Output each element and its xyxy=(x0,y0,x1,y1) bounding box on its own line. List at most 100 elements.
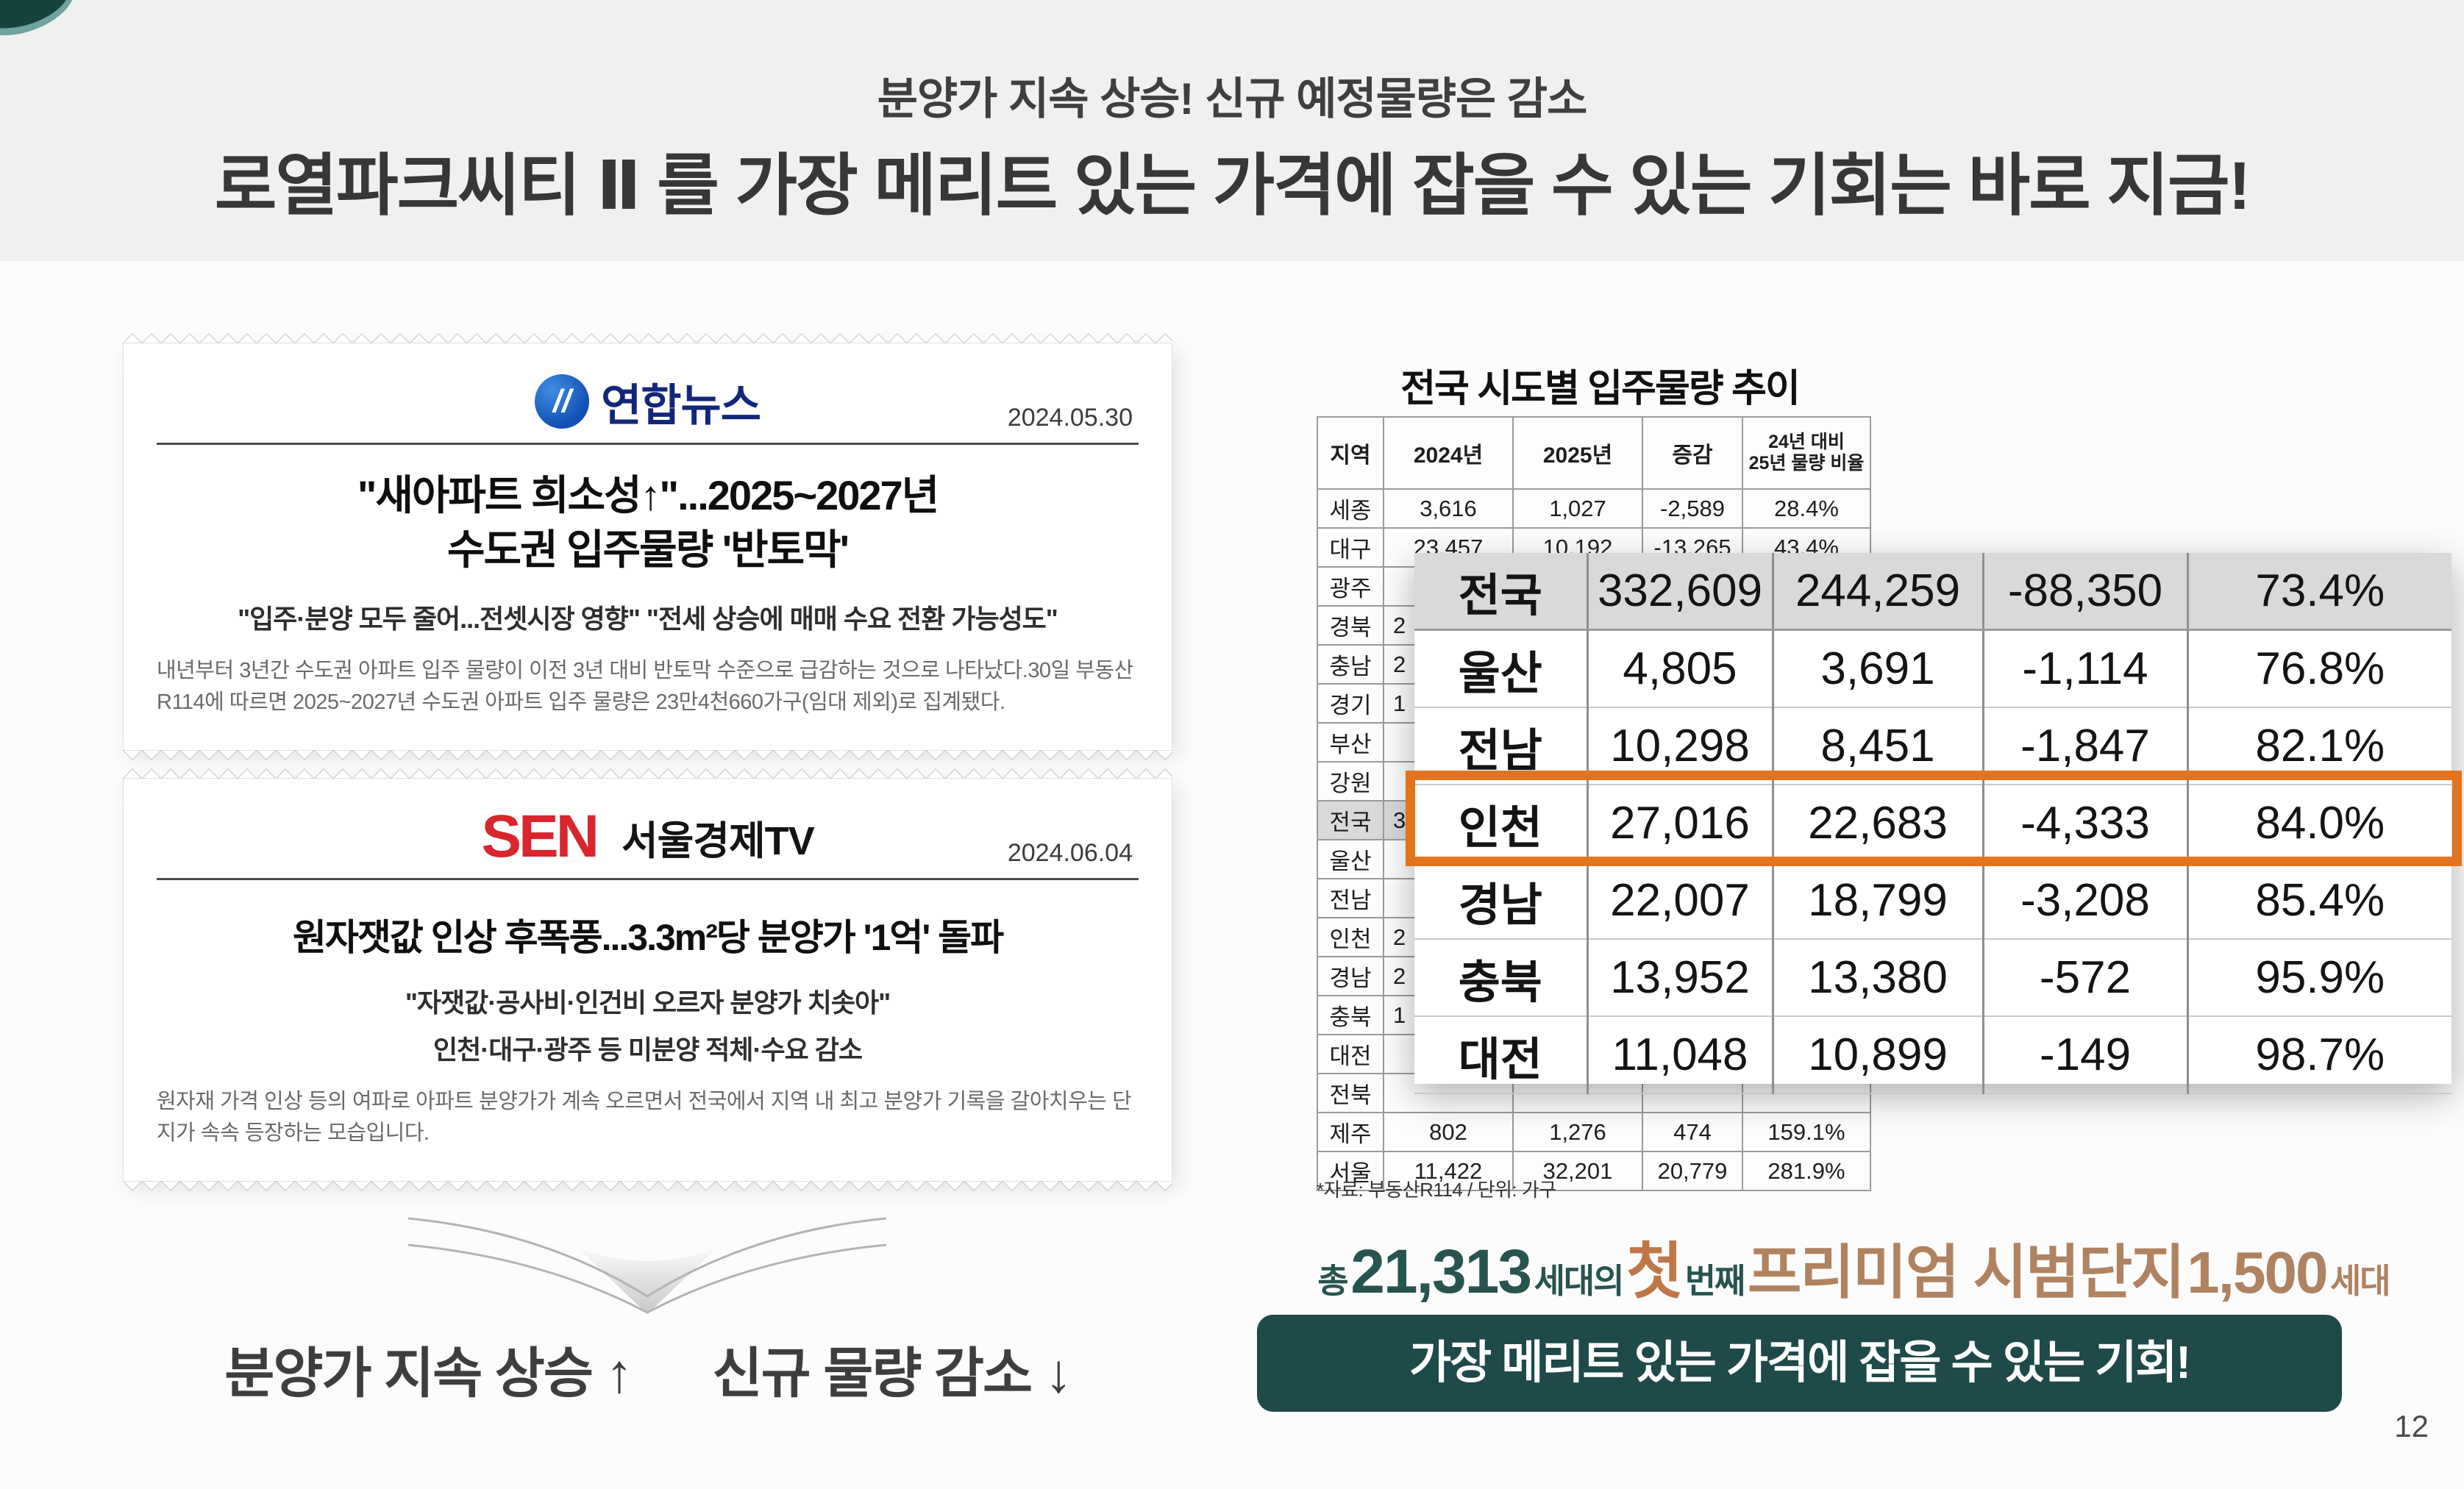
cell-ratio: 28.4% xyxy=(1742,488,1871,529)
article-masthead: SEN 서울경제TV 2024.06.04 xyxy=(157,803,1139,870)
header-subtitle: 분양가 지속 상승! 신규 예정물량은 감소 xyxy=(877,74,1588,124)
cell-change: -1,114 xyxy=(1983,629,2189,708)
cell-ratio: 95.9% xyxy=(2187,939,2451,1017)
cell-region: 경북 xyxy=(1317,605,1384,646)
chevron-down-icon xyxy=(407,1217,887,1314)
cell-region: 강원 xyxy=(1317,761,1384,801)
seg-total-unit: 세대의 xyxy=(1534,1262,1625,1300)
cell-region: 세종 xyxy=(1317,488,1384,529)
cell-region: 인천 xyxy=(1317,917,1384,957)
article-subheadline: "입주·분양 모두 줄어...전셋시장 영향" "전세 상승에 매매 수요 전환… xyxy=(238,603,1058,634)
cell-2024: 13,952 xyxy=(1587,939,1774,1017)
headline-line1: "새아파트 희소성↑"...2025~2027년 xyxy=(357,472,939,518)
magnified-table: 전국 332,609 244,259 -88,350 73.4% 울산 4,80… xyxy=(1414,553,2451,1094)
yonhap-globe-icon: // xyxy=(535,374,590,429)
cell-2024: 802 xyxy=(1383,1112,1514,1152)
torn-edge-top xyxy=(123,768,1172,779)
cell-2024: 22,007 xyxy=(1587,862,1774,940)
seg-total-label: 총 xyxy=(1317,1262,1348,1300)
cell-region: 대전 xyxy=(1317,1034,1384,1074)
cell-2025: 8,451 xyxy=(1773,707,1984,785)
cell-region: 전국 xyxy=(1414,553,1589,631)
magnified-row: 인천 27,016 22,683 -4,333 84.0% xyxy=(1414,785,2451,863)
masthead-divider xyxy=(157,443,1139,445)
cell-region: 충북 xyxy=(1414,939,1589,1017)
article-headline: "새아파트 희소성↑"...2025~2027년 수도권 입주물량 '반토막' xyxy=(157,468,1139,577)
cell-region: 전북 xyxy=(1317,1073,1384,1113)
article-subheadline-2: 인천·대구·광주 등 미분양 적체·수요 감소 xyxy=(433,1035,863,1065)
cell-change: -2,589 xyxy=(1642,488,1743,529)
cell-2025: 10,899 xyxy=(1773,1016,1984,1094)
cta-banner: 가장 메리트 있는 가격에 잡을 수 있는 기회! xyxy=(1257,1315,2342,1412)
bottom-left-statement: 분양가 지속 상승 ↑ 신규 물량 감소 ↓ xyxy=(123,1329,1172,1408)
magnified-table-overlay: 전국 332,609 244,259 -88,350 73.4% 울산 4,80… xyxy=(1406,553,2462,1094)
table-header-row: 지역 2024년 2025년 증감 24년 대비 25년 물량 비율 xyxy=(1317,416,1871,490)
cell-change: -149 xyxy=(1983,1016,2189,1094)
news-article-sen: SEN 서울경제TV 2024.06.04 원자잿값 인상 후폭풍...3.3m… xyxy=(123,768,1172,1191)
statement-supply-fall: 신규 물량 감소 ↓ xyxy=(712,1343,1072,1404)
cell-change: 20,779 xyxy=(1642,1151,1743,1191)
cell-region: 전국 xyxy=(1317,800,1384,840)
article-body: 원자재 가격 인상 등의 여파로 아파트 분양가가 계속 오르면서 전국에서 지… xyxy=(157,1090,1132,1145)
magnified-row: 경남 22,007 18,799 -3,208 85.4% xyxy=(1414,862,2451,940)
cell-2025: 22,683 xyxy=(1773,785,1984,863)
cell-region: 대구 xyxy=(1317,527,1384,568)
cell-region: 전남 xyxy=(1414,707,1589,785)
cell-2025: 1,027 xyxy=(1512,488,1643,529)
col-2024: 2024년 xyxy=(1383,416,1514,490)
cell-2024: 4,805 xyxy=(1587,629,1774,708)
article-masthead: // 연합뉴스 2024.05.30 xyxy=(157,369,1139,434)
table-row: 세종 3,616 1,027 -2,589 28.4% xyxy=(1317,488,1871,529)
household-summary: 총 21,313 세대의 첫 번째 프리미엄 시범단지 1,500 세대 xyxy=(1250,1222,2457,1311)
cell-2024: 11,048 xyxy=(1587,1016,1774,1094)
torn-edge-bottom xyxy=(123,1181,1172,1191)
cell-2024: 10,298 xyxy=(1587,707,1774,785)
magnified-row: 대전 11,048 10,899 -149 98.7% xyxy=(1414,1016,2451,1094)
headline-line2: 수도권 입주물량 '반토막' xyxy=(447,526,850,573)
col-region: 지역 xyxy=(1317,416,1384,490)
magnified-row: 전국 332,609 244,259 -88,350 73.4% xyxy=(1414,553,2451,631)
cell-ratio: 281.9% xyxy=(1742,1151,1871,1191)
cell-region: 충북 xyxy=(1317,995,1384,1035)
yonhap-logo-text: 연합뉴스 xyxy=(601,380,761,430)
cell-change: -572 xyxy=(1983,939,2189,1017)
cell-2025: 32,201 xyxy=(1512,1151,1643,1191)
torn-edge-top xyxy=(123,333,1172,343)
sen-logo-name: 서울경제TV xyxy=(621,818,815,863)
cell-region: 충남 xyxy=(1317,644,1384,685)
cell-region: 경남 xyxy=(1317,956,1384,996)
cta-label: 가장 메리트 있는 가격에 잡을 수 있는 기회! xyxy=(1409,1338,2191,1388)
cell-ratio: 82.1% xyxy=(2187,707,2451,785)
cell-change: -3,208 xyxy=(1983,862,2189,940)
statement-price-rise: 분양가 지속 상승 ↑ xyxy=(224,1343,633,1404)
cell-2025: 244,259 xyxy=(1773,553,1984,631)
cell-2025: 18,799 xyxy=(1773,862,1984,940)
seg-1500-unit: 세대 xyxy=(2329,1262,2391,1300)
cell-ratio: 98.7% xyxy=(2187,1016,2451,1094)
cell-region: 광주 xyxy=(1317,566,1384,607)
masthead-divider xyxy=(157,878,1139,880)
seg-first-unit: 번째 xyxy=(1684,1262,1746,1300)
cell-ratio: 84.0% xyxy=(2187,785,2451,863)
cell-ratio: 159.1% xyxy=(1742,1112,1871,1152)
table-row: 서울 11,422 32,201 20,779 281.9% xyxy=(1317,1151,1871,1191)
cell-2024: 332,609 xyxy=(1587,553,1774,631)
cell-region: 경남 xyxy=(1414,862,1589,940)
article-subheadline-1: "자잿값·공사비·인건비 오르자 분양가 치솟아" xyxy=(405,988,891,1018)
sen-logo: SEN 서울경제TV xyxy=(157,803,1139,870)
cell-2025: 13,380 xyxy=(1773,939,1984,1017)
cell-change: 474 xyxy=(1642,1112,1743,1152)
yonhap-logo: // 연합뉴스 xyxy=(157,369,1139,434)
article-date: 2024.06.04 xyxy=(1007,839,1133,867)
sen-logo-text: SEN xyxy=(481,803,599,870)
col-change: 증감 xyxy=(1642,416,1743,490)
table-footnote: *자료: 부동산R114 / 단위: 가구 xyxy=(1317,1179,1556,1201)
cell-region: 제주 xyxy=(1317,1112,1384,1152)
cell-change: -4,333 xyxy=(1983,785,2189,863)
cell-change: -1,847 xyxy=(1983,707,2189,785)
magnified-row: 울산 4,805 3,691 -1,114 76.8% xyxy=(1414,629,2451,708)
cell-region: 부산 xyxy=(1317,722,1384,763)
seg-first: 첫 xyxy=(1626,1237,1683,1306)
news-article-yonhap: // 연합뉴스 2024.05.30 "새아파트 희소성↑"...2025~20… xyxy=(123,333,1172,760)
